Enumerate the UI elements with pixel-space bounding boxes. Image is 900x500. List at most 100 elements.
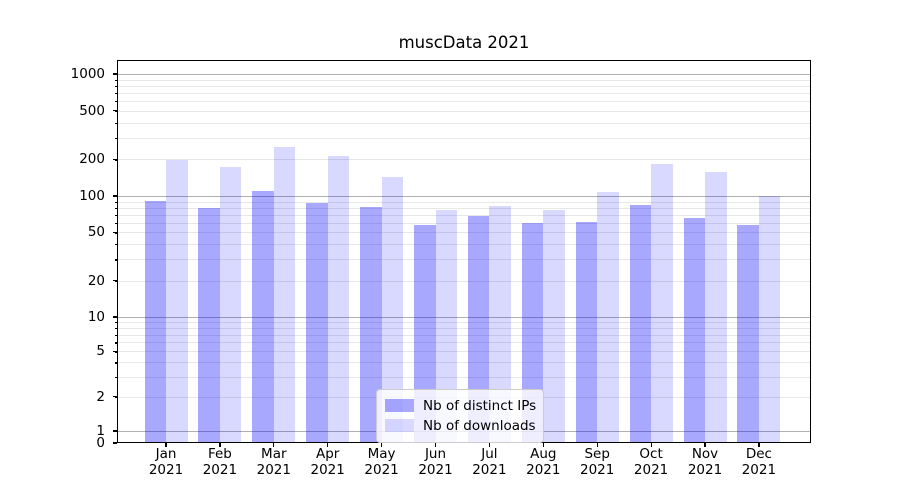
legend-label-downloads: Nb of downloads bbox=[423, 417, 536, 434]
bar-ips-jan bbox=[144, 201, 166, 443]
x-tick-label-feb: Feb 2021 bbox=[202, 446, 238, 478]
y-minor-tick-mark bbox=[114, 214, 117, 216]
gridline-minor bbox=[117, 110, 811, 112]
legend-swatch-downloads bbox=[385, 419, 414, 432]
chart-title: muscData 2021 bbox=[398, 33, 530, 52]
y-minor-tick-mark bbox=[114, 85, 117, 88]
gridline-minor bbox=[117, 207, 811, 209]
gridline-minor bbox=[117, 101, 811, 103]
y-tick-label-50: 50 bbox=[87, 224, 105, 241]
y-minor-tick-mark bbox=[114, 322, 117, 324]
x-tick-mark bbox=[650, 443, 652, 447]
y-minor-tick-mark bbox=[114, 137, 117, 140]
y-tick-mark bbox=[113, 73, 117, 75]
bar-ips-dec bbox=[737, 224, 759, 443]
bar-downloads-nov bbox=[705, 171, 727, 443]
bar-downloads-oct bbox=[651, 163, 673, 443]
x-tick-label-jul: Jul 2021 bbox=[472, 446, 507, 478]
gridline-minor bbox=[117, 79, 811, 81]
x-tick-mark bbox=[219, 443, 221, 447]
bar-ips-mar bbox=[252, 191, 274, 443]
gridline-minor bbox=[117, 259, 811, 261]
x-tick-label-apr: Apr 2021 bbox=[310, 446, 345, 478]
x-tick-mark bbox=[542, 443, 544, 447]
gridline-minor bbox=[117, 280, 811, 282]
y-minor-tick-mark bbox=[114, 232, 117, 234]
x-tick-mark bbox=[488, 443, 491, 447]
gridline-minor bbox=[117, 244, 811, 246]
y-minor-tick-mark bbox=[114, 122, 117, 124]
x-tick-label-sep: Sep 2021 bbox=[580, 446, 615, 478]
gridline-minor bbox=[117, 92, 811, 94]
x-tick-mark bbox=[758, 443, 760, 447]
y-minor-tick-mark bbox=[114, 110, 117, 112]
gridline-minor bbox=[117, 159, 811, 161]
y-tick-label-100: 100 bbox=[79, 188, 105, 204]
bar-ips-jul bbox=[467, 216, 490, 443]
y-minor-tick-mark bbox=[114, 280, 117, 282]
bar-ips-jun bbox=[414, 224, 436, 443]
y-tick-label-200: 200 bbox=[79, 151, 105, 168]
bar-ips-oct bbox=[629, 204, 652, 443]
y-tick-label-1: 1 bbox=[96, 423, 105, 439]
gridline-minor bbox=[117, 351, 811, 353]
gridline-minor bbox=[117, 122, 811, 124]
gridline-minor bbox=[117, 201, 811, 203]
y-tick-label-10: 10 bbox=[87, 309, 105, 325]
x-tick-mark bbox=[381, 443, 383, 447]
bar-ips-aug bbox=[521, 222, 544, 443]
gridline-minor bbox=[117, 376, 811, 378]
y-minor-tick-mark bbox=[114, 101, 117, 103]
y-tick-mark bbox=[113, 316, 117, 318]
gridline-major bbox=[117, 196, 811, 197]
x-tick-label-jun: Jun 2021 bbox=[418, 446, 453, 478]
y-minor-tick-mark bbox=[114, 328, 117, 330]
y-minor-tick-mark bbox=[114, 79, 117, 81]
x-tick-label-may: May 2021 bbox=[364, 446, 399, 478]
legend-swatch-ips bbox=[385, 399, 414, 412]
x-tick-mark bbox=[434, 443, 437, 447]
gridline-minor bbox=[117, 342, 811, 344]
x-tick-mark bbox=[165, 443, 167, 447]
y-tick-mark bbox=[113, 195, 117, 197]
bar-ips-feb bbox=[198, 207, 220, 443]
y-minor-tick-mark bbox=[114, 207, 117, 209]
bar-ips-apr bbox=[306, 202, 328, 443]
x-tick-label-aug: Aug 2021 bbox=[526, 446, 561, 478]
y-minor-tick-mark bbox=[114, 159, 117, 161]
y-tick-mark bbox=[113, 442, 117, 444]
bar-downloads-mar bbox=[273, 147, 296, 443]
bar-downloads-feb bbox=[219, 167, 242, 443]
gridline-minor bbox=[117, 328, 811, 329]
x-tick-mark bbox=[273, 443, 275, 447]
x-tick-label-dec: Dec 2021 bbox=[741, 446, 777, 478]
y-minor-tick-mark bbox=[114, 334, 117, 336]
y-minor-tick-mark bbox=[114, 376, 117, 378]
y-tick-label-1000: 1000 bbox=[70, 66, 105, 82]
bar-downloads-jul bbox=[489, 205, 511, 443]
x-tick-mark bbox=[327, 443, 329, 447]
y-tick-label-5: 5 bbox=[96, 343, 105, 360]
y-minor-tick-mark bbox=[114, 92, 117, 95]
x-tick-label-jan: Jan 2021 bbox=[148, 446, 184, 478]
bar-downloads-aug bbox=[543, 209, 565, 443]
x-tick-mark bbox=[596, 443, 598, 447]
y-tick-label-500: 500 bbox=[79, 102, 105, 119]
y-tick-label-20: 20 bbox=[87, 272, 105, 289]
bar-ips-nov bbox=[683, 217, 705, 443]
y-minor-tick-mark bbox=[114, 259, 117, 261]
y-minor-tick-mark bbox=[114, 342, 117, 344]
x-tick-label-nov: Nov 2021 bbox=[687, 446, 723, 478]
gridline-minor bbox=[117, 232, 811, 234]
gridline-minor bbox=[117, 85, 811, 87]
gridline-minor bbox=[117, 222, 811, 224]
bar-downloads-may bbox=[381, 177, 404, 443]
bar-ips-may bbox=[360, 207, 382, 443]
y-minor-tick-mark bbox=[114, 351, 117, 353]
y-minor-tick-mark bbox=[114, 396, 117, 398]
bar-downloads-sep bbox=[597, 191, 619, 443]
legend-item-downloads: Nb of downloads bbox=[385, 416, 536, 435]
y-tick-label-0: 0 bbox=[96, 435, 105, 451]
bar-downloads-jun bbox=[435, 210, 457, 443]
